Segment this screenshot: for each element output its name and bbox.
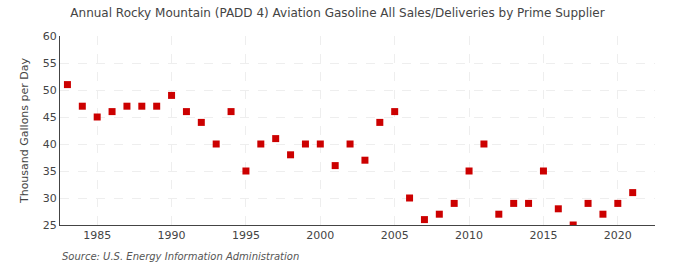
svg-text:2010: 2010 [455, 229, 483, 242]
svg-text:50: 50 [43, 84, 57, 97]
svg-text:Thousand Gallons per Day: Thousand Gallons per Day [18, 57, 31, 204]
svg-text:1990: 1990 [158, 229, 186, 242]
svg-text:Source: U.S. Energy Informatio: Source: U.S. Energy Information Administ… [62, 251, 299, 262]
svg-text:Annual Rocky Mountain (PADD 4): Annual Rocky Mountain (PADD 4) Aviation … [70, 6, 604, 20]
svg-text:45: 45 [43, 111, 57, 124]
svg-text:2005: 2005 [381, 229, 409, 242]
svg-text:60: 60 [43, 30, 57, 43]
svg-text:25: 25 [43, 219, 57, 232]
svg-text:40: 40 [43, 138, 57, 151]
svg-text:2015: 2015 [529, 229, 557, 242]
svg-text:2020: 2020 [604, 229, 632, 242]
svg-text:1985: 1985 [83, 229, 111, 242]
svg-text:35: 35 [43, 165, 57, 178]
svg-text:55: 55 [43, 57, 57, 70]
svg-text:2000: 2000 [306, 229, 334, 242]
svg-text:30: 30 [43, 192, 57, 205]
svg-text:1995: 1995 [232, 229, 260, 242]
